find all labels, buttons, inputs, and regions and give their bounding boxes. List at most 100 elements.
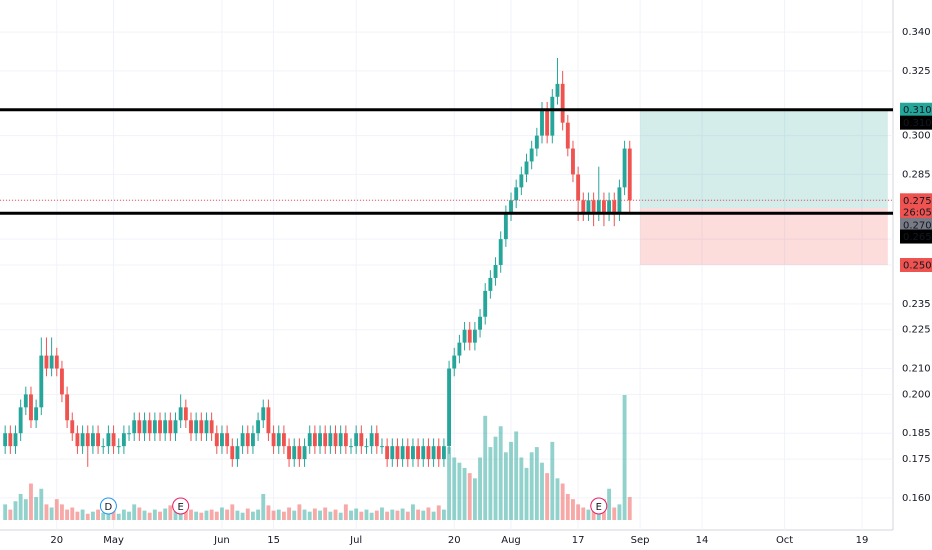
candle-body: [101, 446, 106, 448]
price-label-bg: [900, 115, 932, 130]
price-label-bg: [900, 217, 932, 232]
volume-bar: [194, 511, 199, 520]
volume-bar: [359, 511, 364, 520]
candle-body: [493, 265, 498, 278]
candle-body: [581, 200, 586, 214]
volume-bar: [261, 493, 266, 520]
volume-bar: [142, 510, 147, 520]
volume-bar: [44, 504, 49, 520]
volume-bar: [116, 513, 121, 520]
candle-body: [514, 187, 519, 201]
candle-body: [54, 355, 59, 369]
candle-body: [395, 446, 400, 460]
candle-body: [447, 368, 452, 447]
candle-body: [199, 420, 204, 434]
x-tick-label: 20: [448, 535, 461, 546]
candle-body: [354, 433, 359, 447]
candle-body: [416, 446, 421, 460]
candle-body: [411, 446, 415, 460]
candle-body: [23, 394, 28, 408]
volume-bar: [390, 509, 395, 520]
candle-body: [256, 420, 261, 434]
volume-bar: [111, 510, 116, 520]
price-label: 0.275: [903, 196, 932, 207]
y-tick-label: 0.340: [902, 27, 931, 38]
candle-body: [452, 355, 457, 369]
candle-body: [90, 433, 95, 447]
candle-body: [617, 187, 622, 214]
volume-bar: [245, 508, 250, 520]
x-tick-label: Jul: [349, 535, 362, 546]
volume-bar: [493, 436, 498, 520]
x-tick-label: Jun: [213, 535, 230, 546]
volume-bar: [488, 447, 493, 520]
candle-body: [80, 433, 85, 447]
volume-bar: [472, 478, 477, 520]
candle-body: [235, 446, 240, 460]
price-label-bg: [900, 102, 932, 117]
volume-bar: [39, 488, 44, 520]
volume-bar: [318, 510, 322, 520]
x-tick-label: 20: [50, 535, 63, 546]
price-label: 0.270: [903, 220, 932, 231]
y-tick-label: 0.175: [902, 454, 931, 465]
volume-bar: [374, 510, 379, 520]
x-tick-label: Sep: [631, 535, 650, 546]
candle-body: [591, 200, 596, 214]
event-marker: [590, 497, 608, 515]
candle-body: [534, 135, 539, 149]
volume-bar: [287, 507, 291, 520]
candle-body: [127, 433, 131, 435]
candle-body: [364, 446, 369, 448]
volume-bar: [441, 509, 446, 520]
volume-bar: [447, 447, 452, 520]
candle-body: [467, 329, 472, 343]
volume-bar: [478, 457, 482, 520]
candle-body: [328, 433, 333, 447]
volume-bar: [152, 509, 157, 520]
candle-body: [457, 342, 462, 356]
candle-body: [209, 420, 214, 434]
candle-body: [142, 420, 147, 434]
y-tick-label: 0.235: [902, 299, 931, 310]
price-label: 0.310: [903, 105, 932, 116]
candle-body: [240, 433, 245, 447]
candle-body: [576, 174, 581, 201]
volume-bar: [457, 462, 462, 520]
volume-bar: [534, 447, 539, 520]
candle-body: [478, 316, 482, 330]
price-label: 0.310: [903, 118, 932, 129]
candle-body: [483, 290, 488, 317]
volume-bar: [545, 473, 550, 520]
y-tick-label: 0.225: [902, 325, 931, 336]
price-label: 26:05: [903, 207, 932, 218]
volume-bar: [349, 510, 353, 520]
x-tick-label: 15: [267, 535, 280, 546]
volume-bar: [565, 493, 570, 520]
candle-body: [349, 446, 353, 448]
volume-bar: [483, 415, 488, 520]
volume-bar: [524, 467, 529, 520]
volume-bar: [369, 512, 374, 520]
candle-body: [540, 109, 544, 136]
candle-body: [472, 329, 477, 343]
x-tick-label: Aug: [501, 535, 521, 546]
candle-body: [194, 420, 199, 434]
volume-bar: [622, 395, 627, 520]
candle-body: [297, 446, 302, 460]
candle-body: [183, 407, 188, 421]
event-label: E: [596, 502, 602, 513]
event-label: D: [105, 502, 113, 513]
candle-body: [529, 148, 534, 162]
candle-body: [173, 420, 178, 434]
volume-bar: [627, 497, 632, 520]
volume-bar: [250, 511, 255, 520]
candle-body: [49, 355, 54, 369]
volume-bar: [426, 507, 431, 520]
candle-body: [343, 433, 348, 447]
price-label: 0.265: [903, 232, 932, 243]
candle-body: [204, 420, 209, 434]
volume-bar: [302, 509, 307, 520]
candle-body: [60, 368, 64, 395]
